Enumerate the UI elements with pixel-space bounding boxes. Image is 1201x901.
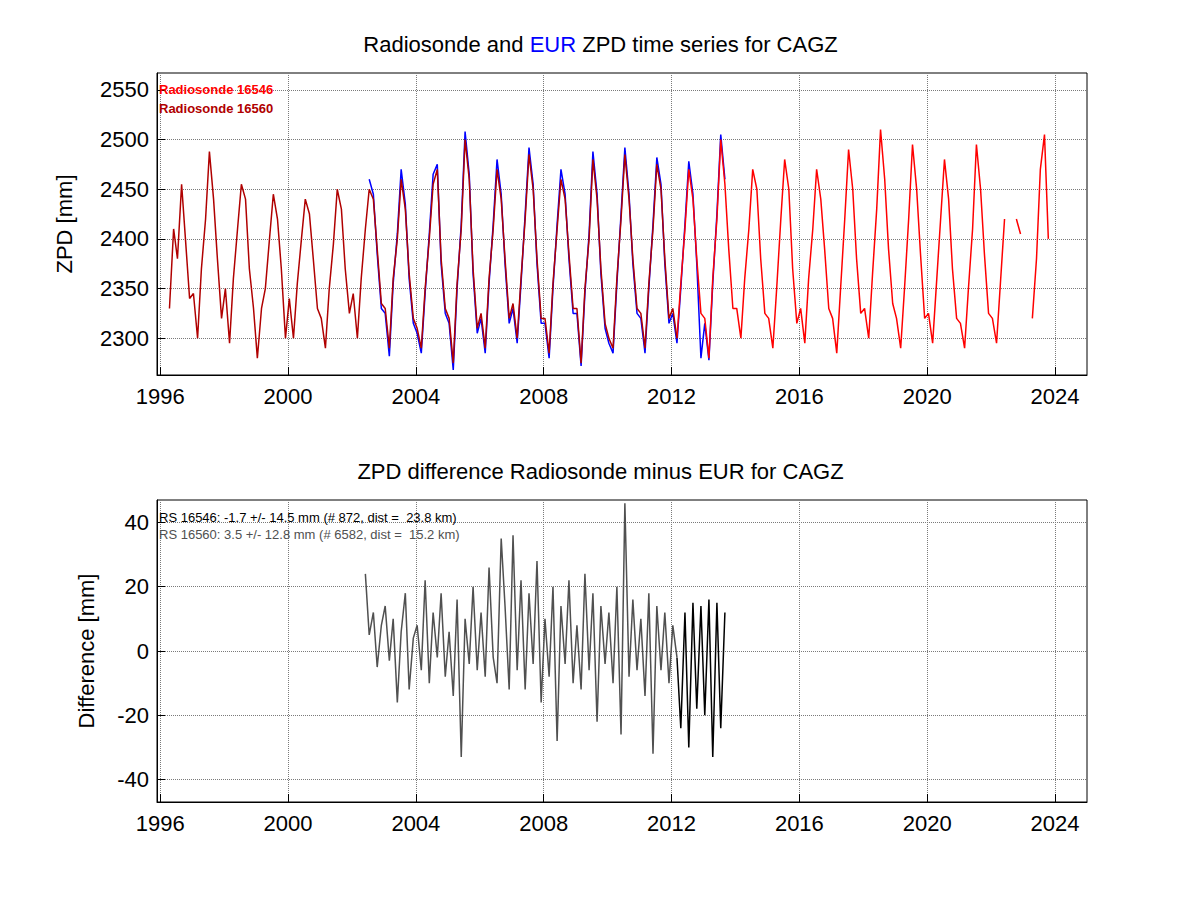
svg-text:2550: 2550 [100,77,149,102]
svg-text:0: 0 [137,639,149,664]
svg-text:Difference [mm]: Difference [mm] [74,574,99,729]
svg-text:2004: 2004 [391,811,440,836]
svg-text:ZPD [mm]: ZPD [mm] [52,175,77,274]
svg-text:2020: 2020 [903,384,952,409]
svg-text:2450: 2450 [100,177,149,202]
svg-text:1996: 1996 [136,811,185,836]
svg-text:2008: 2008 [519,811,568,836]
svg-text:-20: -20 [117,703,149,728]
svg-text:2016: 2016 [775,811,824,836]
svg-text:Radiosonde 16560: Radiosonde 16560 [159,101,273,116]
svg-text:RS 16546: -1.7 +/- 14.5 mm (#: RS 16546: -1.7 +/- 14.5 mm (# 872, dist … [159,510,457,525]
svg-text:2012: 2012 [647,384,696,409]
svg-text:2024: 2024 [1031,384,1080,409]
svg-text:Radiosonde and: Radiosonde and [363,32,529,57]
svg-text:2500: 2500 [100,127,149,152]
svg-text:2024: 2024 [1031,811,1080,836]
svg-text:Radiosonde 16546: Radiosonde 16546 [159,82,273,97]
svg-text:2008: 2008 [519,384,568,409]
svg-text:2016: 2016 [775,384,824,409]
svg-text:2012: 2012 [647,811,696,836]
svg-text:2300: 2300 [100,326,149,351]
svg-text:2000: 2000 [264,811,313,836]
svg-text:ZPD time series for CAGZ: ZPD time series for CAGZ [576,32,838,57]
svg-text:RS 16560: 3.5 +/- 12.8 mm (# 6: RS 16560: 3.5 +/- 12.8 mm (# 6582, dist … [159,527,460,542]
svg-text:ZPD difference Radiosonde minu: ZPD difference Radiosonde minus EUR for … [357,459,843,484]
svg-text:2004: 2004 [391,384,440,409]
svg-text:2020: 2020 [903,811,952,836]
svg-text:EUR: EUR [530,32,576,57]
svg-text:40: 40 [125,510,149,535]
svg-text:2350: 2350 [100,276,149,301]
svg-text:2400: 2400 [100,226,149,251]
svg-text:2000: 2000 [264,384,313,409]
svg-text:1996: 1996 [136,384,185,409]
svg-text:20: 20 [125,574,149,599]
svg-text:-40: -40 [117,767,149,792]
